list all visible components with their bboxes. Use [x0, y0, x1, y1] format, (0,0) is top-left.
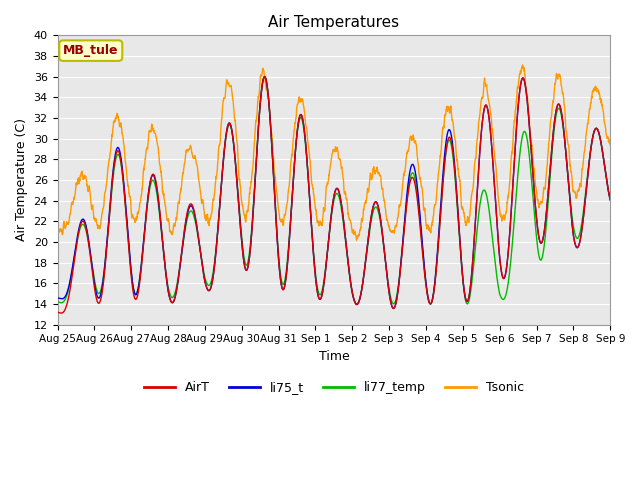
Tsonic	[208, 210, 216, 216]
AirT	[260, 74, 268, 80]
li77_temp	[208, 277, 216, 283]
X-axis label: Time: Time	[319, 350, 349, 363]
li77_temp	[558, 115, 566, 121]
li75_t	[495, 246, 503, 252]
Line: li77_temp: li77_temp	[58, 77, 611, 304]
li75_t	[558, 112, 566, 118]
AirT	[57, 310, 65, 316]
li77_temp	[260, 74, 268, 80]
li75_t	[362, 254, 370, 260]
li77_temp	[54, 299, 61, 305]
Tsonic	[607, 142, 614, 148]
li75_t	[607, 197, 614, 203]
li75_t	[350, 297, 358, 302]
AirT	[495, 246, 503, 252]
Tsonic	[353, 237, 360, 243]
AirT	[573, 245, 581, 251]
AirT	[362, 252, 370, 258]
Line: li75_t: li75_t	[58, 77, 611, 309]
Tsonic	[495, 198, 502, 204]
Legend: AirT, li75_t, li77_temp, Tsonic: AirT, li75_t, li77_temp, Tsonic	[139, 376, 529, 399]
li77_temp	[573, 236, 581, 241]
Y-axis label: Air Temperature (C): Air Temperature (C)	[15, 119, 28, 241]
li75_t	[390, 306, 397, 312]
li75_t	[208, 282, 216, 288]
li77_temp	[495, 287, 503, 293]
Tsonic	[350, 227, 358, 233]
AirT	[558, 112, 566, 118]
li75_t	[573, 245, 581, 251]
Line: Tsonic: Tsonic	[58, 65, 611, 240]
li75_t	[54, 295, 61, 301]
Tsonic	[54, 225, 61, 231]
li77_temp	[607, 197, 614, 203]
li77_temp	[350, 297, 358, 302]
Tsonic	[573, 190, 581, 196]
AirT	[208, 281, 216, 287]
Line: AirT: AirT	[58, 77, 611, 313]
Text: MB_tule: MB_tule	[63, 44, 118, 57]
li75_t	[260, 74, 268, 80]
Tsonic	[558, 85, 566, 91]
AirT	[351, 298, 358, 303]
AirT	[607, 197, 614, 203]
AirT	[54, 309, 61, 315]
Tsonic	[518, 62, 526, 68]
li77_temp	[362, 254, 370, 260]
li77_temp	[353, 301, 361, 307]
Tsonic	[362, 200, 370, 206]
Title: Air Temperatures: Air Temperatures	[268, 15, 399, 30]
